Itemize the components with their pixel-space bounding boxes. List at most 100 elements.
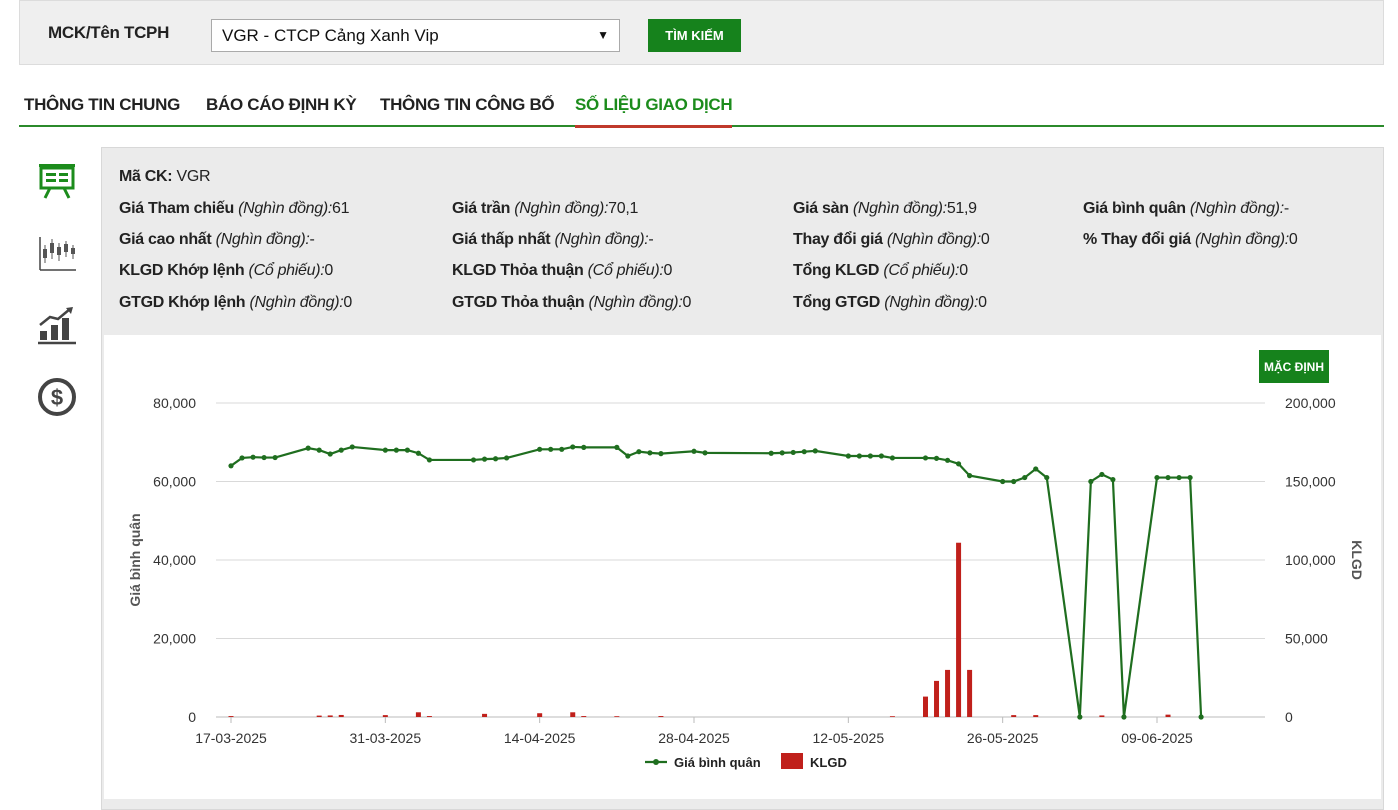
- avg-price-point: [305, 445, 311, 451]
- info-field-label: Giá cao nhất: [119, 231, 212, 248]
- tab-disclosures[interactable]: THÔNG TIN CÔNG BỐ: [380, 95, 555, 114]
- avg-price-point: [581, 444, 587, 450]
- avg-price-point: [955, 461, 962, 467]
- reset-default-button[interactable]: MẶC ĐỊNH: [1259, 350, 1329, 383]
- volume-bar: [889, 716, 895, 717]
- info-field: Giá trần (Nghìn đồng):70,1: [452, 200, 638, 218]
- y-left-tick-label: 0: [188, 709, 196, 725]
- info-field-label: % Thay đổi giá: [1083, 231, 1191, 248]
- volume-bar: [581, 716, 587, 717]
- avg-price-point: [933, 455, 940, 461]
- y-right-axis-title: KLGD: [1349, 540, 1365, 580]
- y-left-tick-label: 80,000: [153, 395, 196, 411]
- info-field: Giá sàn (Nghìn đồng):51,9: [793, 200, 977, 218]
- volume-bar: [1165, 714, 1171, 717]
- presentation-board-icon[interactable]: [36, 160, 78, 202]
- avg-price-point: [801, 449, 807, 455]
- info-field: Giá bình quân (Nghìn đồng):-: [1083, 200, 1289, 218]
- info-field-label: Tổng GTGD: [793, 294, 881, 311]
- avg-price-point: [768, 450, 774, 456]
- legend-label: KLGD: [810, 755, 847, 770]
- avg-price-point: [537, 446, 543, 452]
- y-right-tick-label: 200,000: [1285, 395, 1336, 411]
- avg-price-point: [1176, 474, 1182, 481]
- tab-trading-data[interactable]: SỐ LIỆU GIAO DỊCH: [575, 95, 733, 128]
- info-field-unit: (Nghìn đồng):: [238, 200, 333, 217]
- avg-price-point: [415, 450, 422, 456]
- info-field-unit: (Nghìn đồng):: [215, 231, 310, 248]
- avg-price-point: [338, 447, 344, 453]
- info-field-label: KLGD Khớp lệnh: [119, 262, 245, 279]
- bar-growth-chart-icon[interactable]: [36, 305, 78, 347]
- info-field-value: 0: [980, 231, 990, 248]
- volume-bar: [658, 716, 664, 717]
- svg-text:$: $: [51, 385, 63, 410]
- tab-general-info[interactable]: THÔNG TIN CHUNG: [24, 95, 181, 114]
- avg-price-point: [250, 454, 256, 460]
- volume-bar: [382, 715, 388, 717]
- volume-bar: [934, 680, 940, 717]
- avg-price-point: [548, 446, 554, 452]
- legend-line-marker: [653, 759, 659, 765]
- avg-price-point: [1000, 478, 1006, 485]
- y-right-tick-label: 150,000: [1285, 474, 1336, 490]
- info-field: GTGD Thỏa thuận (Nghìn đồng):0: [452, 294, 691, 312]
- avg-price-point: [426, 457, 433, 463]
- avg-price-point: [327, 451, 333, 457]
- avg-price-point: [559, 446, 565, 452]
- info-field: Tổng GTGD (Nghìn đồng):0: [793, 294, 987, 312]
- ticker-label: Mã CK:: [119, 168, 173, 185]
- info-field: Thay đổi giá (Nghìn đồng):0: [793, 231, 990, 249]
- avg-price-point: [239, 455, 245, 461]
- company-select[interactable]: VGR - CTCP Cảng Xanh Vip ▼: [211, 19, 620, 52]
- avg-price-point: [944, 457, 951, 463]
- caret-down-icon: ▼: [597, 28, 609, 42]
- info-field-unit: (Nghìn đồng):: [852, 200, 947, 217]
- dollar-coin-icon[interactable]: $: [36, 376, 78, 418]
- avg-price-point: [1121, 714, 1127, 720]
- info-field-label: Giá Tham chiếu: [119, 200, 234, 217]
- volume-bar: [338, 714, 344, 717]
- info-field-label: GTGD Thỏa thuận: [452, 294, 585, 311]
- avg-price-point: [889, 455, 896, 461]
- volume-bar: [415, 712, 421, 717]
- avg-price-point: [856, 453, 862, 459]
- info-field-label: Giá bình quân: [1083, 200, 1186, 217]
- y-left-tick-label: 40,000: [153, 552, 196, 568]
- info-field: % Thay đổi giá (Nghìn đồng):0: [1083, 231, 1298, 249]
- info-field-value: -: [1283, 200, 1289, 217]
- search-label: MCK/Tên TCPH: [48, 23, 170, 42]
- avg-price-point: [1198, 714, 1204, 720]
- avg-price-point: [1022, 474, 1028, 481]
- info-field-value: 51,9: [946, 200, 977, 217]
- x-tick-label: 26-05-2025: [967, 730, 1039, 746]
- info-field: KLGD Khớp lệnh (Cổ phiếu):0: [119, 262, 333, 280]
- info-field-label: Thay đổi giá: [793, 231, 883, 248]
- x-tick-label: 14-04-2025: [504, 730, 576, 746]
- avg-price-point: [691, 448, 697, 454]
- avg-price-point: [1187, 474, 1193, 481]
- avg-price-point: [966, 473, 973, 479]
- info-field-unit: (Nghìn đồng):: [554, 231, 649, 248]
- ticker-info: Mã CK: VGR: [119, 168, 211, 186]
- avg-price-point: [922, 455, 929, 461]
- info-field: KLGD Thỏa thuận (Cổ phiếu):0: [452, 262, 672, 280]
- avg-price-point: [1033, 466, 1039, 472]
- legend-label: Giá bình quân: [674, 755, 761, 770]
- info-field-label: KLGD Thỏa thuận: [452, 262, 584, 279]
- tab-periodic-reports[interactable]: BÁO CÁO ĐỊNH KỲ: [206, 95, 357, 114]
- volume-bar: [956, 542, 962, 717]
- search-bar: MCK/Tên TCPH VGR - CTCP Cảng Xanh Vip ▼ …: [19, 0, 1384, 65]
- volume-bar: [228, 716, 234, 717]
- legend-bar-swatch: [781, 753, 803, 769]
- info-field-label: Giá sàn: [793, 200, 849, 217]
- info-field-value: -: [648, 231, 654, 248]
- volume-bar: [614, 716, 620, 717]
- candlestick-chart-icon[interactable]: [36, 233, 78, 275]
- chart-area: 0 20,000 40,000 60,000 80,000 0 50,000 100,000 1…: [104, 335, 1381, 799]
- x-tick-label: 17-03-2025: [195, 730, 267, 746]
- search-button[interactable]: TÌM KIẾM: [648, 19, 741, 52]
- info-field: GTGD Khớp lệnh (Nghìn đồng):0: [119, 294, 352, 312]
- x-tick-label: 31-03-2025: [350, 730, 422, 746]
- y-left-tick-label: 20,000: [153, 631, 196, 647]
